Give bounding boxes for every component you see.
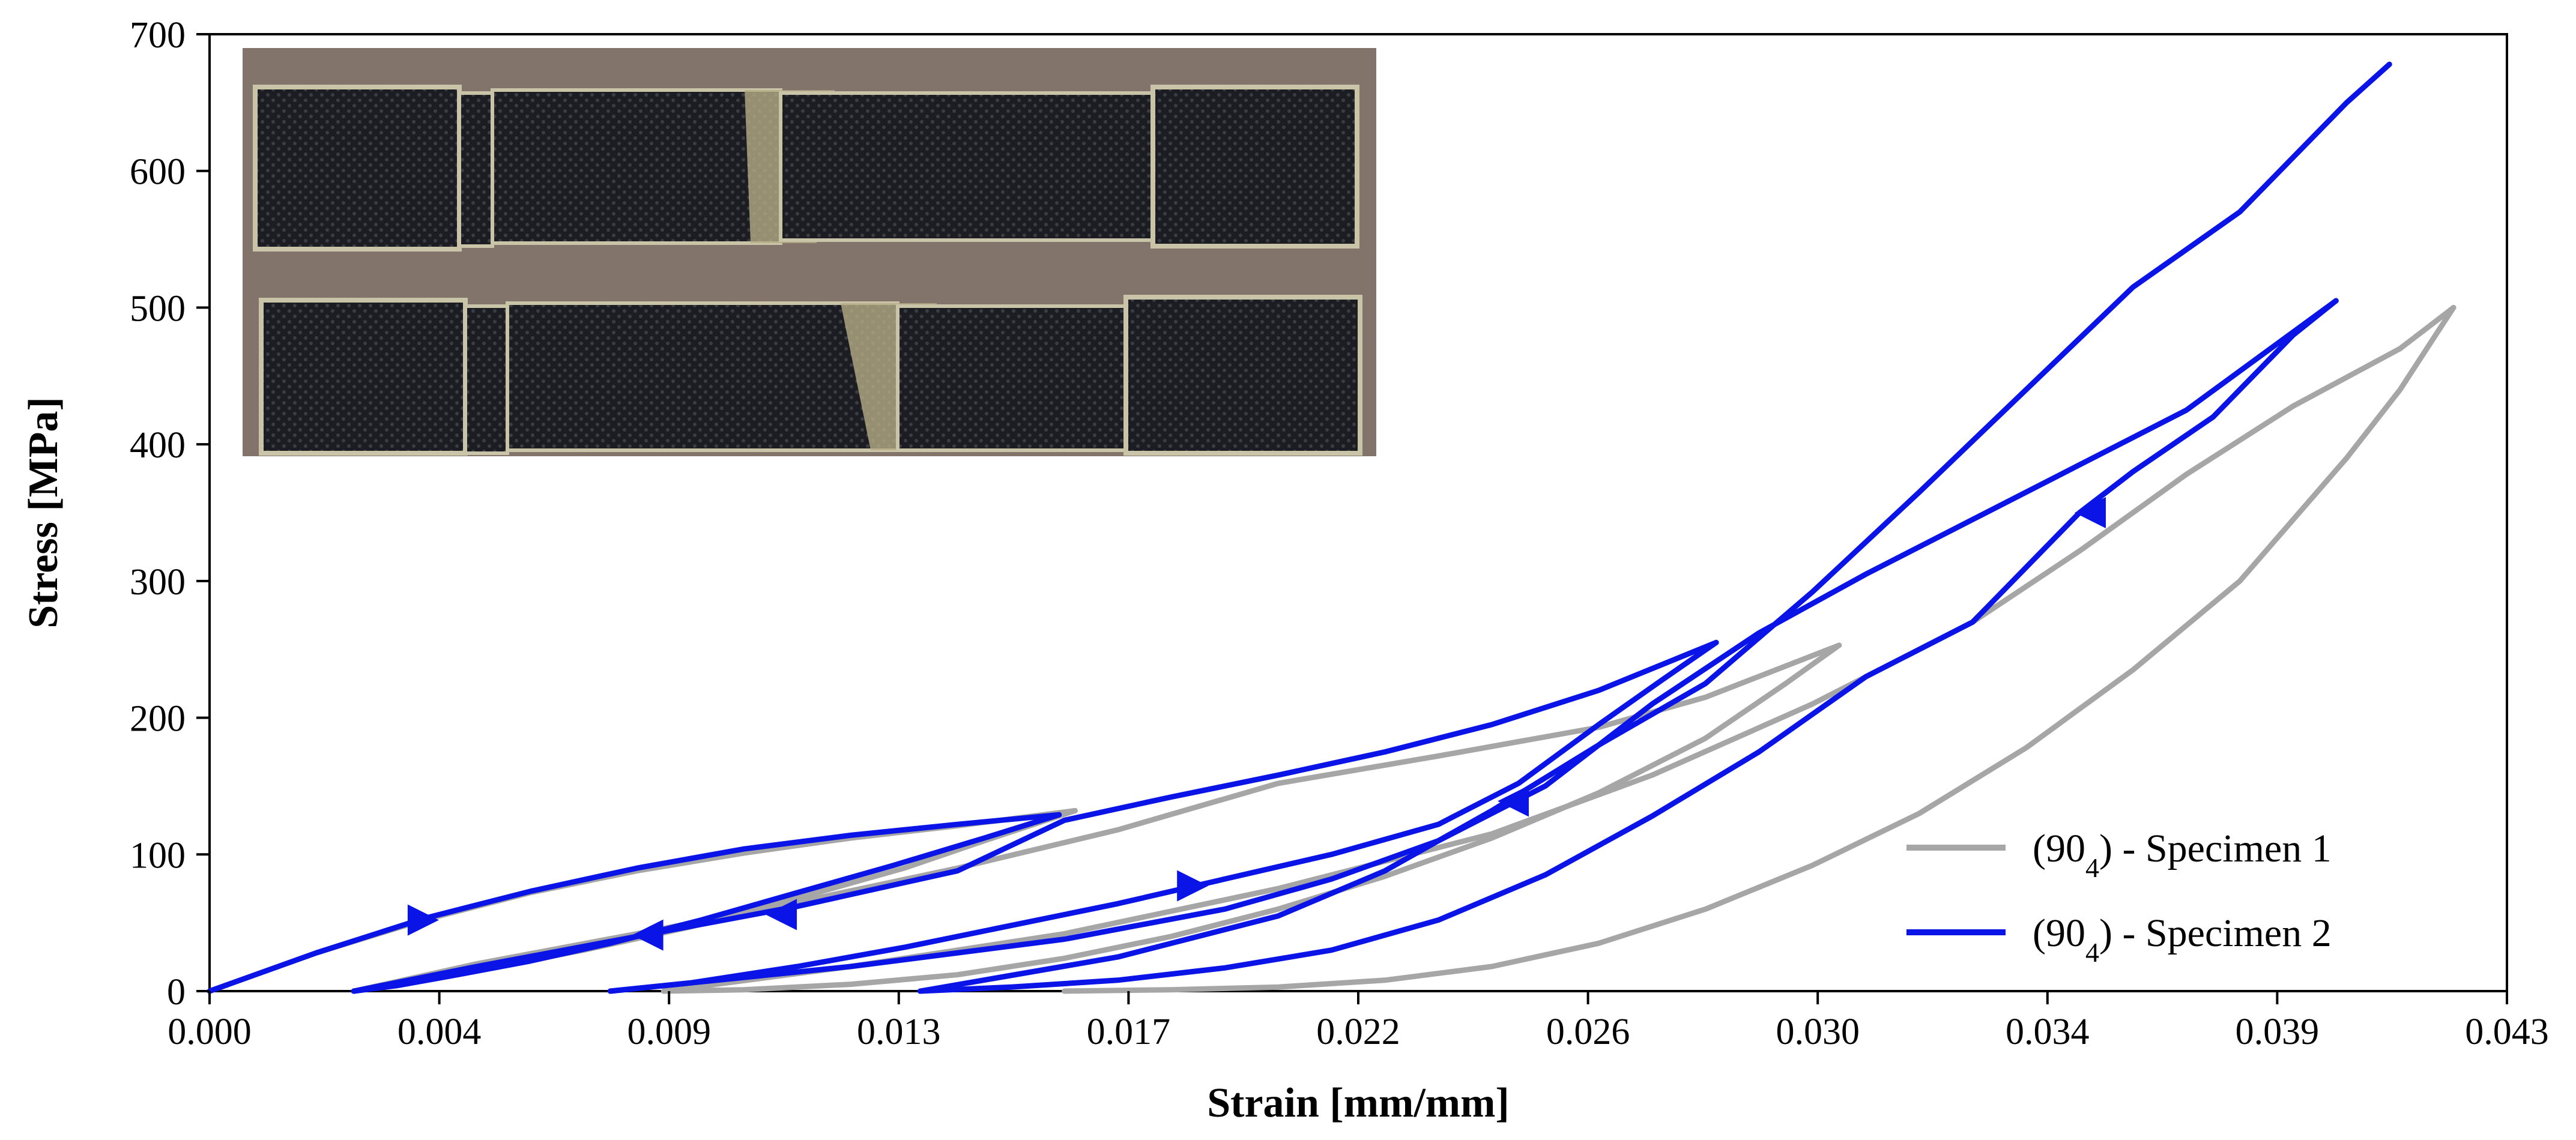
series-2-segment-4 (607, 639, 1719, 994)
series-1-segment-1 (207, 807, 1078, 994)
y-axis-title: Stress [MPa] (20, 397, 67, 629)
series-2-segment-6 (917, 298, 2339, 994)
direction-arrow-4 (1177, 870, 1209, 902)
x-tick-label-1: 0.004 (398, 1012, 482, 1052)
direction-arrow-5 (1498, 785, 1529, 817)
series-2-segment-1 (207, 812, 1062, 994)
y-tick-label-4: 400 (130, 425, 186, 466)
direction-arrow-2 (632, 919, 664, 951)
series-1-segment-2 (351, 807, 1078, 994)
series-1-segment-5 (661, 304, 2457, 994)
series-1-segment-6 (1062, 304, 2457, 994)
x-tick-label-6: 0.026 (1546, 1012, 1630, 1052)
direction-arrows (407, 497, 2106, 951)
x-tick-label-10: 0.043 (2465, 1012, 2549, 1052)
y-tick-label-2: 200 (130, 699, 186, 740)
legend-label-specimen-1-rest: ) - Specimen 1 (2099, 827, 2332, 870)
x-tick-label-4: 0.017 (1087, 1012, 1171, 1052)
legend-label-specimen-1-base: (90 (2033, 827, 2085, 870)
x-tick-label-0: 0.000 (168, 1012, 252, 1052)
y-tick-label-6: 600 (130, 152, 186, 193)
x-tick-label-8: 0.034 (2006, 1012, 2090, 1052)
x-tick-label-5: 0.022 (1316, 1012, 1400, 1052)
y-tick-label-0: 0 (167, 972, 186, 1013)
legend-label-specimen-2-base: (90 (2033, 911, 2085, 955)
x-tick-label-2: 0.009 (627, 1012, 711, 1052)
legend: (904) - Specimen 1 (904) - Specimen 2 (1906, 827, 2332, 968)
x-tick-label-7: 0.030 (1776, 1012, 1860, 1052)
y-tick-label-1: 100 (130, 835, 186, 876)
legend-label-specimen-2-rest: ) - Specimen 2 (2099, 911, 2332, 955)
y-axis-ticks: 0 100 200 300 400 500 600 700 (130, 15, 210, 1013)
direction-arrow-1 (407, 904, 439, 936)
x-axis-ticks: 0.000 0.004 0.009 0.013 0.017 0.022 0.026 0.030… (168, 991, 2549, 1052)
legend-label-specimen-2-sub: 4 (2085, 937, 2099, 968)
series-2-segment-2 (351, 812, 1062, 994)
specimen-photo-inset (243, 48, 1376, 456)
y-tick-label-3: 300 (130, 562, 186, 603)
y-tick-label-7: 700 (130, 15, 186, 56)
legend-label-specimen-1: (904) - Specimen 1 (2033, 827, 2332, 883)
direction-arrow-6 (2074, 497, 2106, 528)
x-tick-label-3: 0.013 (857, 1012, 941, 1052)
series-layer (207, 61, 2457, 994)
series-1-segment-4 (661, 642, 1842, 994)
x-axis-title: Strain [mm/mm] (1207, 1080, 1510, 1126)
x-tick-label-9: 0.039 (2236, 1012, 2320, 1052)
series-2-segment-3 (351, 639, 1719, 994)
y-tick-label-5: 500 (130, 288, 186, 329)
legend-label-specimen-2: (904) - Specimen 2 (2033, 911, 2332, 968)
direction-arrow-3 (766, 899, 797, 930)
legend-label-specimen-1-sub: 4 (2085, 852, 2099, 883)
series-2-segment-7 (917, 61, 2392, 994)
specimen-bottom (259, 295, 1362, 456)
specimen-top (253, 85, 1359, 252)
